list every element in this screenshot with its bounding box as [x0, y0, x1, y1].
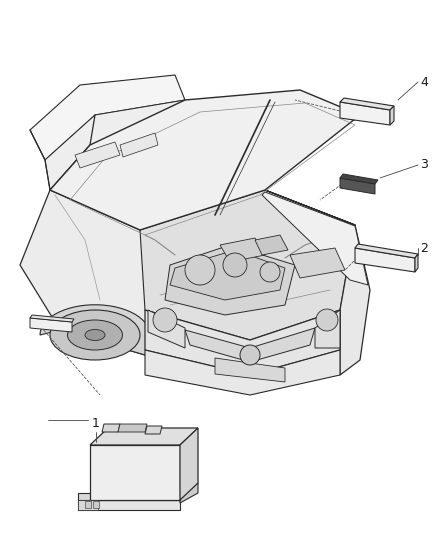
Polygon shape: [290, 248, 345, 278]
Polygon shape: [102, 424, 120, 432]
Polygon shape: [148, 310, 185, 348]
Polygon shape: [415, 254, 418, 272]
Polygon shape: [185, 328, 315, 362]
Circle shape: [260, 262, 280, 282]
Polygon shape: [75, 142, 120, 168]
Polygon shape: [140, 190, 355, 340]
Circle shape: [316, 309, 338, 331]
Polygon shape: [78, 500, 98, 510]
Polygon shape: [78, 493, 180, 500]
Polygon shape: [265, 190, 370, 375]
Polygon shape: [180, 428, 198, 500]
Polygon shape: [45, 100, 185, 190]
Polygon shape: [315, 310, 340, 348]
Polygon shape: [165, 245, 295, 315]
Polygon shape: [145, 350, 340, 395]
Circle shape: [223, 253, 247, 277]
Polygon shape: [30, 75, 185, 160]
Polygon shape: [30, 315, 74, 322]
Polygon shape: [85, 501, 91, 508]
Polygon shape: [90, 428, 198, 445]
Polygon shape: [355, 248, 415, 272]
Polygon shape: [340, 174, 378, 184]
Polygon shape: [355, 244, 418, 258]
Polygon shape: [40, 305, 150, 355]
Polygon shape: [340, 102, 390, 125]
Polygon shape: [118, 424, 147, 432]
Polygon shape: [340, 98, 394, 110]
Text: 2: 2: [420, 241, 428, 254]
Polygon shape: [215, 358, 285, 382]
Text: 1: 1: [92, 417, 100, 430]
Text: 3: 3: [420, 158, 428, 172]
Polygon shape: [30, 318, 72, 332]
Circle shape: [185, 255, 215, 285]
Polygon shape: [220, 238, 265, 262]
Polygon shape: [145, 310, 340, 375]
Polygon shape: [120, 133, 158, 157]
Polygon shape: [93, 501, 99, 508]
Polygon shape: [145, 426, 162, 434]
Circle shape: [240, 345, 260, 365]
Polygon shape: [170, 250, 285, 300]
Polygon shape: [390, 106, 394, 125]
Ellipse shape: [85, 329, 105, 341]
Polygon shape: [78, 500, 180, 510]
Circle shape: [153, 308, 177, 332]
Polygon shape: [340, 178, 375, 194]
Polygon shape: [180, 483, 198, 503]
Polygon shape: [50, 90, 360, 230]
Polygon shape: [20, 190, 160, 355]
Text: 4: 4: [420, 76, 428, 88]
Polygon shape: [90, 445, 180, 500]
Ellipse shape: [50, 310, 140, 360]
Ellipse shape: [67, 320, 123, 350]
Polygon shape: [255, 235, 288, 255]
Polygon shape: [262, 192, 368, 285]
